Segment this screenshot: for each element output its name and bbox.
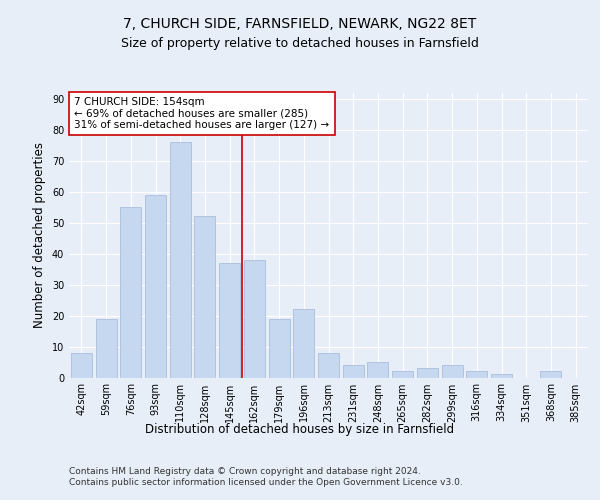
Bar (194, 216, 215, 378)
Bar (466, 372, 487, 378)
Bar (71, 352, 92, 378)
Bar (244, 260, 265, 378)
Bar (392, 372, 413, 378)
Bar (318, 352, 339, 378)
Bar (170, 142, 191, 378)
Bar (145, 194, 166, 378)
Bar (95, 318, 116, 378)
Bar (120, 207, 141, 378)
Text: Distribution of detached houses by size in Farnsfield: Distribution of detached houses by size … (145, 422, 455, 436)
Text: 7, CHURCH SIDE, FARNSFIELD, NEWARK, NG22 8ET: 7, CHURCH SIDE, FARNSFIELD, NEWARK, NG22… (124, 18, 476, 32)
Bar (541, 372, 562, 378)
Bar (293, 310, 314, 378)
Bar (442, 365, 463, 378)
Y-axis label: Number of detached properties: Number of detached properties (33, 142, 46, 328)
Bar (417, 368, 438, 378)
Bar (343, 365, 364, 378)
Bar (269, 318, 290, 378)
Text: Size of property relative to detached houses in Farnsfield: Size of property relative to detached ho… (121, 38, 479, 51)
Bar (367, 362, 388, 378)
Bar (219, 263, 240, 378)
Text: 7 CHURCH SIDE: 154sqm
← 69% of detached houses are smaller (285)
31% of semi-det: 7 CHURCH SIDE: 154sqm ← 69% of detached … (74, 97, 329, 130)
Bar (491, 374, 512, 378)
Text: Contains HM Land Registry data © Crown copyright and database right 2024.
Contai: Contains HM Land Registry data © Crown c… (69, 468, 463, 487)
